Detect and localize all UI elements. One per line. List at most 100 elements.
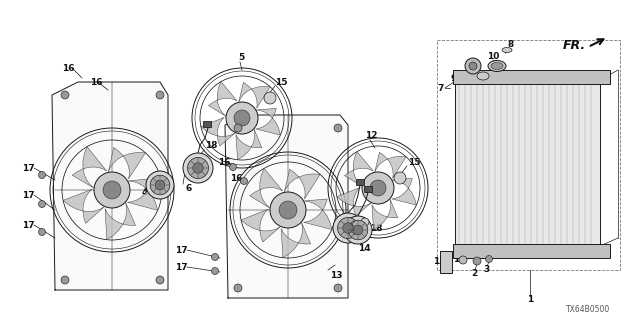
Circle shape xyxy=(211,253,218,260)
Circle shape xyxy=(348,220,368,240)
Circle shape xyxy=(473,257,481,265)
FancyBboxPatch shape xyxy=(203,121,211,127)
Polygon shape xyxy=(105,202,136,240)
Polygon shape xyxy=(225,115,348,298)
Text: 16: 16 xyxy=(218,157,230,166)
Polygon shape xyxy=(344,152,373,186)
Circle shape xyxy=(465,58,481,74)
Text: 17: 17 xyxy=(22,164,35,172)
Circle shape xyxy=(38,228,45,236)
Circle shape xyxy=(193,163,204,173)
Circle shape xyxy=(226,102,258,134)
Text: 16: 16 xyxy=(90,77,102,86)
FancyBboxPatch shape xyxy=(356,179,364,185)
Circle shape xyxy=(394,172,406,184)
Text: 3: 3 xyxy=(483,266,489,275)
Circle shape xyxy=(362,172,394,204)
Circle shape xyxy=(334,124,342,132)
Polygon shape xyxy=(209,82,237,116)
Text: 17: 17 xyxy=(175,262,188,271)
Circle shape xyxy=(270,192,306,228)
Circle shape xyxy=(337,218,358,238)
Circle shape xyxy=(370,180,386,196)
Polygon shape xyxy=(256,108,280,135)
Circle shape xyxy=(486,255,493,262)
Text: 16: 16 xyxy=(230,173,243,182)
Circle shape xyxy=(230,164,237,171)
Polygon shape xyxy=(201,117,236,146)
Polygon shape xyxy=(281,222,310,258)
Polygon shape xyxy=(372,199,398,230)
Circle shape xyxy=(459,256,467,264)
Circle shape xyxy=(156,276,164,284)
Circle shape xyxy=(353,225,363,235)
Text: FR.: FR. xyxy=(563,38,586,52)
Circle shape xyxy=(61,276,69,284)
Polygon shape xyxy=(52,82,168,290)
Polygon shape xyxy=(392,178,417,205)
Text: 18: 18 xyxy=(205,140,218,149)
Circle shape xyxy=(264,92,276,104)
Text: 9: 9 xyxy=(450,74,456,83)
Circle shape xyxy=(344,216,372,244)
Text: 16: 16 xyxy=(62,63,74,73)
Circle shape xyxy=(156,91,164,99)
Circle shape xyxy=(38,172,45,179)
Circle shape xyxy=(361,218,369,226)
Circle shape xyxy=(103,181,121,199)
Ellipse shape xyxy=(488,60,506,71)
Polygon shape xyxy=(236,129,262,160)
Circle shape xyxy=(61,91,69,99)
Circle shape xyxy=(333,213,363,243)
Circle shape xyxy=(234,124,242,132)
Text: 14: 14 xyxy=(358,244,371,252)
Circle shape xyxy=(155,180,165,190)
Text: 10: 10 xyxy=(487,52,499,60)
Circle shape xyxy=(343,223,353,233)
Text: 7: 7 xyxy=(437,84,444,92)
Polygon shape xyxy=(239,82,270,108)
Text: 18: 18 xyxy=(370,223,383,233)
FancyBboxPatch shape xyxy=(364,186,372,192)
Circle shape xyxy=(146,171,174,199)
Text: 4: 4 xyxy=(142,188,148,196)
Ellipse shape xyxy=(491,62,503,69)
Polygon shape xyxy=(72,147,107,188)
Circle shape xyxy=(234,110,250,126)
Circle shape xyxy=(234,284,242,292)
Circle shape xyxy=(94,172,130,208)
Text: 2: 2 xyxy=(471,269,477,278)
Text: 12: 12 xyxy=(365,131,378,140)
Circle shape xyxy=(188,157,209,179)
Text: 8: 8 xyxy=(507,39,513,49)
Text: 15: 15 xyxy=(408,157,420,166)
Text: 11: 11 xyxy=(433,257,445,266)
Polygon shape xyxy=(108,148,145,179)
Text: 19: 19 xyxy=(453,255,466,265)
Bar xyxy=(455,80,600,248)
Text: 13: 13 xyxy=(330,270,342,279)
Ellipse shape xyxy=(477,72,489,80)
Polygon shape xyxy=(241,209,281,242)
Circle shape xyxy=(38,201,45,207)
Polygon shape xyxy=(63,189,105,223)
Circle shape xyxy=(183,153,213,183)
Polygon shape xyxy=(127,179,157,210)
Polygon shape xyxy=(374,152,406,178)
Polygon shape xyxy=(303,199,332,229)
Text: 17: 17 xyxy=(175,245,188,254)
Text: 6: 6 xyxy=(185,183,191,193)
Bar xyxy=(440,251,452,273)
Text: 15: 15 xyxy=(275,77,287,86)
Text: 17: 17 xyxy=(22,190,35,199)
Text: TX64B0500: TX64B0500 xyxy=(566,306,610,315)
Circle shape xyxy=(334,284,342,292)
Ellipse shape xyxy=(502,47,512,52)
Polygon shape xyxy=(250,168,283,208)
Circle shape xyxy=(469,62,477,70)
Text: 5: 5 xyxy=(238,52,244,61)
Bar xyxy=(453,70,610,84)
Bar xyxy=(453,244,610,258)
Bar xyxy=(437,40,620,270)
Circle shape xyxy=(211,268,218,275)
